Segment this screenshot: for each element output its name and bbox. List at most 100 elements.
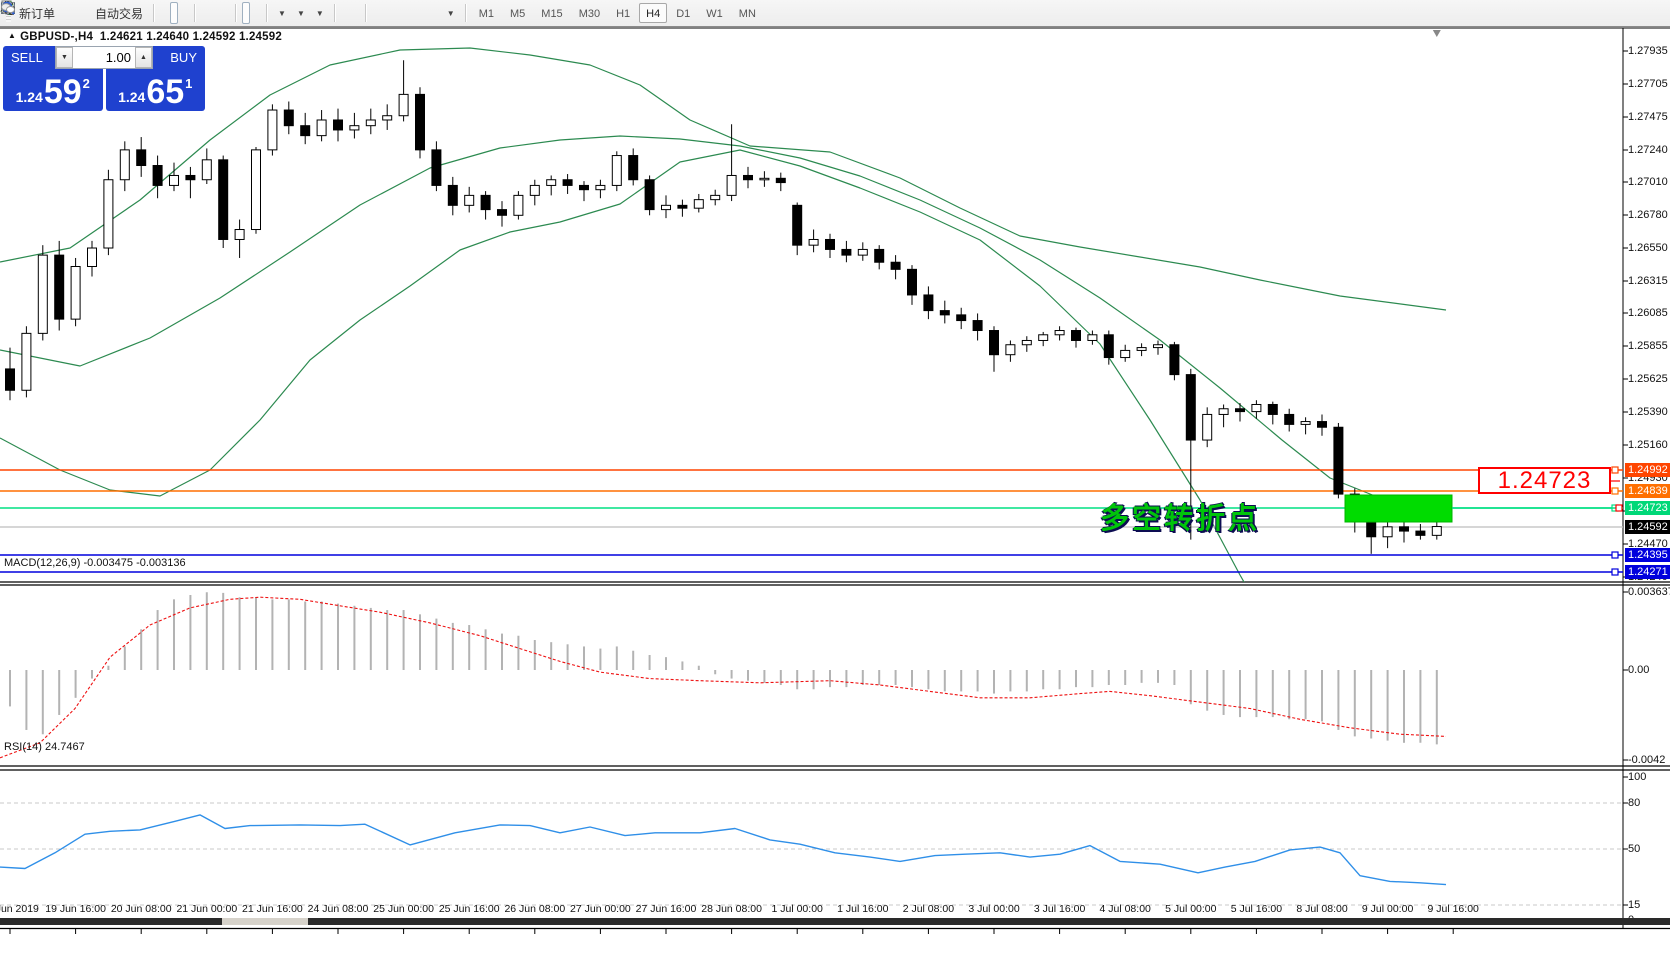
buy-price-pip: 1	[185, 76, 193, 91]
new-order-button-label: 新订单	[19, 6, 56, 21]
price-tick-label: 1.27705	[1628, 78, 1668, 90]
time-tick-label: 21 Jun 16:00	[242, 903, 303, 915]
new-order-button[interactable]: 新订单	[1, 0, 59, 24]
chevron-down-icon[interactable]: ▼	[446, 8, 455, 18]
time-tick-label: 9 Jul 00:00	[1361, 903, 1414, 915]
chevron-down-icon[interactable]: ▼	[315, 8, 324, 18]
volume-increase-button[interactable]: ▲	[135, 47, 152, 68]
toolbar-separator	[464, 4, 466, 22]
timeframe-button-w1[interactable]: W1	[706, 8, 723, 20]
auto-scroll-button[interactable]	[1, 2, 251, 24]
ohlc-values: 1.24621 1.24640 1.24592 1.24592	[99, 31, 282, 43]
chevron-down-icon[interactable]: ▼	[278, 8, 286, 18]
volume-decrease-button[interactable]: ▼	[56, 47, 73, 68]
time-tick-label: 20 Jun 08:00	[110, 903, 172, 915]
text-button[interactable]: A	[4, 1, 430, 24]
buy-button[interactable]: BUY	[153, 46, 205, 69]
timeframe-button-d1[interactable]: D1	[676, 8, 691, 20]
market-button[interactable]	[1, 2, 79, 24]
volume-input[interactable]: 1.00	[105, 50, 131, 65]
periods-button[interactable]: ▼	[1, 1, 309, 24]
vertical-line-button[interactable]	[7, 1, 380, 24]
buy-price-button[interactable]: 1.24 65 1	[105, 69, 205, 111]
indicator-tick-label: 50	[1628, 843, 1641, 855]
one-click-trading-panel: SELL ▼ 1.00 ▲ BUY 1.24 59 2 1.24 65 1	[3, 46, 205, 111]
time-tick-label: 3 Jul 00:00	[968, 903, 1020, 915]
fibonacci-button[interactable]: F	[2, 2, 420, 24]
price-tick-label: 1.24470	[1628, 538, 1668, 550]
price-tick-label: 1.25160	[1628, 439, 1668, 451]
time-tick-label: 4 Jul 08:00	[1099, 903, 1151, 915]
macd-histogram	[9, 592, 1438, 745]
price-badge: 1.24592	[1625, 520, 1670, 534]
crosshair-tool-button[interactable]	[2, 2, 359, 24]
zoom-in-button[interactable]	[2, 2, 209, 24]
chevron-down-icon[interactable]: ▼	[296, 8, 305, 18]
timeframe-button-m5[interactable]: M5	[510, 8, 526, 20]
indicator-tick-label: 80	[1628, 797, 1641, 809]
time-tick-label: 5 Jul 00:00	[1165, 903, 1217, 915]
sell-price-pip: 2	[82, 76, 90, 91]
price-tick-label: 1.27240	[1628, 144, 1668, 156]
timeframe-button-m1[interactable]: M1	[478, 8, 494, 20]
chart-title: ▲ GBPUSD-,H4 1.24621 1.24640 1.24592 1.24…	[8, 31, 282, 43]
price-badge: 1.24839	[1625, 484, 1670, 498]
chat-icon[interactable]	[0, 0, 16, 16]
time-tick-label: 26 Jun 08:00	[504, 903, 566, 915]
macd-indicator-label: MACD(12,26,9) -0.003475 -0.003136	[4, 557, 186, 569]
timeframe-button-mn[interactable]: MN	[738, 8, 756, 20]
autotrade-button[interactable]: 自动交易	[2, 2, 147, 24]
sell-button[interactable]: SELL	[3, 46, 55, 69]
time-tick-label: 1 Jul 16:00	[837, 903, 889, 915]
collapse-triangle-icon[interactable]: ▲	[8, 31, 17, 40]
channel-button[interactable]: E	[0, 2, 410, 24]
indicator-tick-label: -0.0042	[1628, 754, 1666, 766]
scrollbar-thumb[interactable]	[222, 918, 308, 925]
chart-shift-marker	[1432, 30, 1441, 37]
templates-button[interactable]: ▼	[1, 2, 328, 24]
line-chart-button[interactable]	[0, 2, 188, 24]
sell-price-button[interactable]: 1.24 59 2	[3, 69, 103, 111]
buy-price-big: 65	[146, 73, 185, 111]
indicators-button[interactable]: ▼	[1, 2, 290, 24]
tile-windows-button[interactable]	[2, 2, 229, 24]
time-tick-label: 5 Jul 16:00	[1230, 903, 1283, 915]
indicator-tick-label: 0.003637	[1628, 586, 1670, 598]
indicator-tick-label: 100	[1628, 771, 1647, 783]
turning-point-annotation[interactable]: 多空转折点	[1100, 503, 1261, 535]
price-tick-label: 1.25855	[1628, 340, 1668, 352]
horizontal-scrollbar[interactable]	[0, 918, 1670, 925]
toolbar-separator	[266, 4, 268, 22]
profile-button[interactable]	[2, 1, 69, 24]
text-label-button[interactable]: T	[1, 2, 440, 24]
price-callout-label[interactable]: 1.24723	[1478, 467, 1611, 494]
timeframe-button-h4[interactable]: H4	[639, 3, 668, 23]
highlight-zone[interactable]	[1344, 494, 1453, 523]
time-tick-label: 25 Jun 16:00	[438, 903, 500, 915]
horizontal-line-button[interactable]	[1, 2, 390, 24]
buy-price-small: 1.24	[118, 89, 146, 105]
trendline-button[interactable]	[1, 2, 400, 24]
chart-shift-button[interactable]	[1, 2, 260, 24]
toolbar-separator	[194, 4, 196, 22]
price-tick-label: 1.26550	[1628, 242, 1668, 254]
price-badge: 1.24723	[1625, 501, 1670, 515]
time-tick-label: 19 Jun 2019	[0, 903, 39, 915]
candlestick-button[interactable]	[2, 1, 179, 24]
cursor-tool-button[interactable]	[5, 1, 349, 24]
signal-button[interactable]	[5, 2, 89, 24]
price-badge: 1.24271	[1625, 565, 1670, 579]
timeframe-button-m15[interactable]: M15	[541, 8, 563, 20]
arrows-button[interactable]: ▼	[3, 2, 459, 24]
timeframe-button-h1[interactable]: H1	[616, 8, 631, 20]
price-tick-label: 1.27475	[1628, 111, 1668, 123]
zoom-out-button[interactable]	[2, 2, 219, 24]
time-tick-label: 1 Jul 00:00	[771, 903, 823, 915]
bar-chart-button[interactable]	[1, 2, 168, 24]
autotrade-button-label: 自动交易	[95, 6, 144, 21]
timeframe-button-m30[interactable]: M30	[578, 8, 601, 20]
time-tick-label: 24 Jun 08:00	[307, 903, 369, 915]
